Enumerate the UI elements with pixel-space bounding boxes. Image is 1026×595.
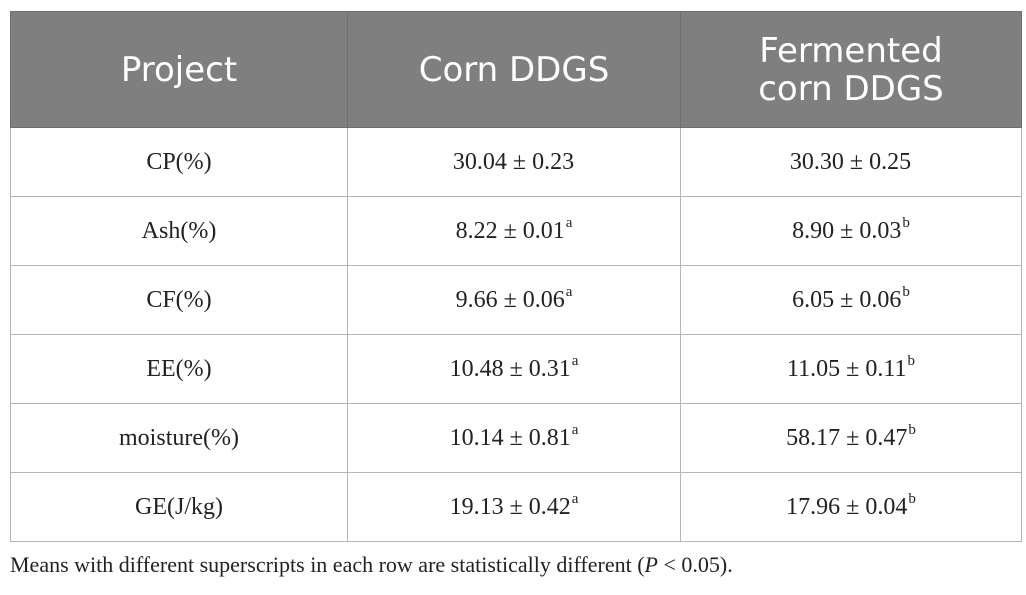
- cell-project-value: Ash(%): [141, 217, 217, 244]
- cell-project-value: CP(%): [146, 148, 212, 175]
- cell-fermented-corn-ddgs: 6.05 ± 0.06b: [680, 265, 1022, 335]
- significance-superscript: a: [565, 214, 573, 231]
- footnote-p-symbol: P: [644, 552, 658, 577]
- cell-project-value: moisture(%): [119, 424, 239, 451]
- table-header-row: Project Corn DDGS Fermented corn DDGS: [10, 11, 1022, 128]
- cell-corn-ddgs-value: 10.14 ± 0.81: [449, 424, 571, 451]
- table-footnote: Means with different superscripts in eac…: [10, 552, 733, 578]
- table-row: EE(%) 10.48 ± 0.31a 11.05 ± 0.11b: [10, 334, 1022, 404]
- header-fermented-line1: Fermented: [759, 30, 943, 71]
- significance-superscript: b: [902, 283, 910, 300]
- cell-corn-ddgs: 8.22 ± 0.01a: [347, 196, 681, 266]
- cell-corn-ddgs-value: 19.13 ± 0.42: [449, 493, 571, 520]
- header-corn-ddgs: Corn DDGS: [347, 11, 681, 128]
- cell-fermented-corn-ddgs: 17.96 ± 0.04b: [680, 472, 1022, 542]
- cell-fermented-corn-ddgs: 11.05 ± 0.11b: [680, 334, 1022, 404]
- cell-fermented-corn-ddgs-value: 11.05 ± 0.11: [787, 355, 907, 382]
- header-fermented-corn-ddgs: Fermented corn DDGS: [680, 11, 1022, 128]
- cell-fermented-corn-ddgs-value: 58.17 ± 0.47: [786, 424, 908, 451]
- table-row: moisture(%) 10.14 ± 0.81a 58.17 ± 0.47b: [10, 403, 1022, 473]
- cell-project: moisture(%): [10, 403, 348, 473]
- cell-project: EE(%): [10, 334, 348, 404]
- cell-corn-ddgs-value: 8.22 ± 0.01: [455, 217, 565, 244]
- cell-fermented-corn-ddgs: 8.90 ± 0.03b: [680, 196, 1022, 266]
- cell-corn-ddgs-value: 9.66 ± 0.06: [455, 286, 565, 313]
- cell-project: CP(%): [10, 127, 348, 197]
- table-row: Ash(%) 8.22 ± 0.01a 8.90 ± 0.03b: [10, 196, 1022, 266]
- header-corn-ddgs-label: Corn DDGS: [418, 49, 610, 90]
- cell-corn-ddgs-value: 10.48 ± 0.31: [449, 355, 571, 382]
- cell-corn-ddgs: 30.04 ± 0.23: [347, 127, 681, 197]
- header-project: Project: [10, 11, 348, 128]
- cell-project: Ash(%): [10, 196, 348, 266]
- cell-project-value: EE(%): [146, 355, 212, 382]
- data-table: Project Corn DDGS Fermented corn DDGS CP…: [10, 11, 1022, 542]
- cell-corn-ddgs: 10.14 ± 0.81a: [347, 403, 681, 473]
- cell-corn-ddgs-value: 30.04 ± 0.23: [452, 148, 575, 175]
- table-row: GE(J/kg) 19.13 ± 0.42a 17.96 ± 0.04b: [10, 472, 1022, 542]
- significance-superscript: a: [571, 352, 579, 369]
- cell-fermented-corn-ddgs-value: 17.96 ± 0.04: [786, 493, 908, 520]
- significance-superscript: b: [907, 352, 915, 369]
- table-row: CP(%) 30.04 ± 0.23 30.30 ± 0.25: [10, 127, 1022, 197]
- footnote-text: Means with different superscripts in eac…: [10, 552, 645, 577]
- table-row: CF(%) 9.66 ± 0.06a 6.05 ± 0.06b: [10, 265, 1022, 335]
- cell-corn-ddgs: 19.13 ± 0.42a: [347, 472, 681, 542]
- cell-corn-ddgs: 9.66 ± 0.06a: [347, 265, 681, 335]
- significance-superscript: a: [565, 283, 573, 300]
- cell-fermented-corn-ddgs-value: 8.90 ± 0.03: [792, 217, 902, 244]
- cell-fermented-corn-ddgs: 30.30 ± 0.25: [680, 127, 1022, 197]
- significance-superscript: b: [902, 214, 910, 231]
- significance-superscript: a: [571, 490, 579, 507]
- cell-fermented-corn-ddgs-value: 30.30 ± 0.25: [789, 148, 912, 175]
- significance-superscript: b: [908, 490, 916, 507]
- data-table-container: Project Corn DDGS Fermented corn DDGS CP…: [10, 11, 1022, 542]
- header-project-label: Project: [120, 49, 238, 90]
- cell-corn-ddgs: 10.48 ± 0.31a: [347, 334, 681, 404]
- cell-project: CF(%): [10, 265, 348, 335]
- significance-superscript: a: [571, 421, 579, 438]
- cell-project-value: GE(J/kg): [135, 493, 223, 520]
- cell-fermented-corn-ddgs: 58.17 ± 0.47b: [680, 403, 1022, 473]
- cell-fermented-corn-ddgs-value: 6.05 ± 0.06: [792, 286, 902, 313]
- cell-project: GE(J/kg): [10, 472, 348, 542]
- footnote-text-end: < 0.05).: [657, 552, 733, 577]
- significance-superscript: b: [908, 421, 916, 438]
- header-fermented-line2: corn DDGS: [758, 68, 944, 109]
- cell-project-value: CF(%): [146, 286, 212, 313]
